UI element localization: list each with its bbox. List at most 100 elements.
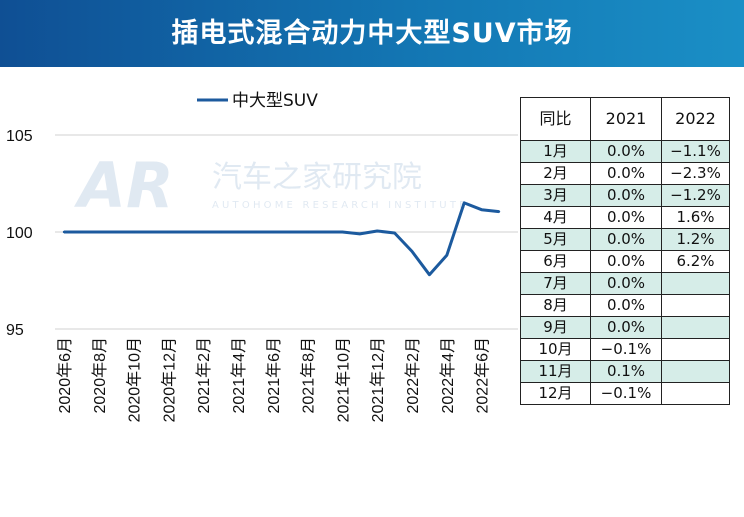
data-point [341,230,344,234]
data-point [219,230,222,234]
x-tick-label: 2021年6月 [265,337,283,414]
table-row: 9月 0.0% [520,316,730,339]
watermark-subtitle: AUTOHOME RESEARCH INSTITUTE [212,200,469,211]
table-row: 5月 0.0% 1.2% [520,228,730,251]
watermark-logo: AR [73,149,174,222]
table-header-row: 同比 2021 2022 [520,97,730,141]
x-tick-label: 2021年10月 [334,337,352,422]
table-cell-value: 0.0% [590,206,662,229]
table-cell-month: 1月 [520,140,591,163]
x-tick-label: 2021年4月 [230,337,248,414]
x-tick-label: 2020年12月 [160,337,178,422]
data-point [323,230,327,234]
data-point [236,230,240,234]
table-cell-value: 0.1% [590,360,662,383]
table-cell-month: 10月 [520,338,591,361]
table-cell-month: 9月 [520,316,591,339]
data-point [149,230,153,234]
table-cell-value: 0.0% [590,250,662,273]
table-cell-month: 12月 [520,382,591,405]
data-point [62,230,66,234]
data-point [271,230,274,234]
data-point [376,229,379,233]
table-cell-month: 4月 [520,206,591,229]
data-point [132,230,135,234]
table-header-cell: 同比 [520,97,591,141]
table-cell-value [661,338,730,361]
x-tick-label: 2022年6月 [474,337,492,414]
x-tick-label: 2020年6月 [56,337,74,414]
series-layer [62,201,501,277]
x-axis-ticks: 2020年6月 2020年8月 2020年10月 2020年12月 2021年2月 202… [56,337,492,422]
y-tick-label: 100 [6,225,33,242]
data-point [358,232,361,236]
series-line [64,201,500,277]
table-cell-value: 0.0% [590,316,662,339]
table-cell-value: 0.0% [590,294,662,317]
table-cell-month: 6月 [520,250,591,273]
table-cell-month: 7月 [520,272,591,295]
table-cell-month: 2月 [520,162,591,185]
table-cell-value [661,294,730,317]
data-point [410,250,414,253]
legend: 中大型SUV [197,91,318,111]
table-cell-value: 0.0% [590,184,662,207]
data-point [428,273,431,276]
table-cell-month: 3月 [520,184,591,207]
table-row: 7月 0.0% [520,272,730,295]
data-point [480,208,483,211]
table-cell-value: 6.2% [661,250,730,273]
table-cell-value [661,272,730,295]
table-cell-value: 0.0% [590,162,662,185]
data-point [115,230,118,234]
table-cell-value: −1.1% [661,140,730,163]
table-row: 3月 0.0% −1.2% [520,184,730,207]
watermark-name: 汽车之家研究院 [212,160,422,195]
table-cell-value: −1.2% [661,184,730,207]
y-tick-label: 95 [6,322,24,339]
table-row: 6月 0.0% 6.2% [520,250,730,273]
header-banner: 插电式混合动力中大型SUV市场 [0,0,744,67]
x-tick-label: 2020年8月 [91,337,109,414]
data-point [497,210,501,213]
table-row: 10月 −0.1% [520,338,730,361]
x-tick-label: 2021年8月 [300,337,318,414]
table-cell-month: 8月 [520,294,591,317]
data-point [202,230,205,234]
page-title: 插电式混合动力中大型SUV市场 [171,18,573,49]
table-cell-value: 1.2% [661,228,730,251]
data-point [393,231,396,235]
table-cell-value: 1.6% [661,206,730,229]
x-tick-label: 2021年2月 [195,337,213,414]
table-cell-value: −0.1% [590,338,662,361]
data-point [167,230,170,234]
y-axis-ticks: 95 100 105 [6,128,33,339]
legend-label: 中大型SUV [232,91,318,111]
watermark: AR 汽车之家研究院 AUTOHOME RESEARCH INSTITUTE [73,149,469,222]
table-row: 2月 0.0% −2.3% [520,162,730,185]
y-tick-label: 105 [6,128,33,145]
table-body: 1月 0.0% −1.1% 2月 0.0% −2.3% 3月 0.0% −1.2% 4月 0.0% 1… [520,140,730,405]
table-cell-value: −2.3% [661,162,730,185]
table-header-cell: 2022 [661,97,730,141]
data-point [97,230,101,234]
table-row: 8月 0.0% [520,294,730,317]
table-cell-value: 0.0% [590,272,662,295]
table-cell-month: 11月 [520,360,591,383]
table-header-cell: 2021 [590,97,662,141]
table-row: 12月 −0.1% [520,382,730,405]
line-chart: AR 汽车之家研究院 AUTOHOME RESEARCH INSTITUTE 9… [6,91,518,422]
x-tick-label: 2022年2月 [404,337,422,414]
table-cell-value [661,382,730,405]
table-row: 1月 0.0% −1.1% [520,140,730,163]
table-cell-value: 0.0% [590,140,662,163]
table-row: 4月 0.0% 1.6% [520,206,730,229]
table-cell-value [661,360,730,383]
table-cell-value: −0.1% [590,382,662,405]
data-point [289,230,292,234]
x-tick-label: 2021年12月 [369,337,387,422]
data-point [254,230,257,234]
yoy-table: 同比 2021 2022 1月 0.0% −1.1% 2月 0.0% −2.3% 3月 0.0… [520,97,730,405]
x-tick-label: 2022年4月 [439,337,457,414]
data-point [80,230,83,234]
